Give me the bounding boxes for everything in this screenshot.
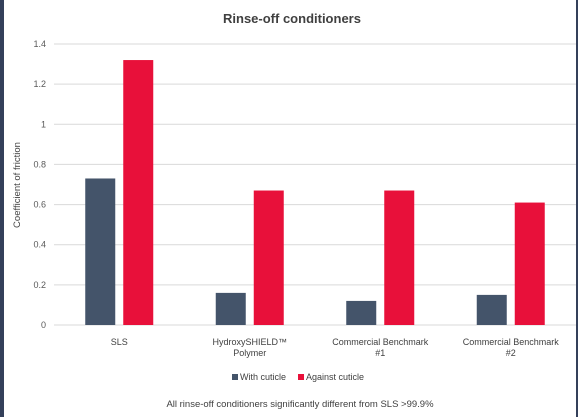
legend-label: With cuticle [240, 372, 286, 382]
y-axis-ticks: 0 0.2 0.4 0.6 0.8 1 1.2 1.4 [33, 39, 46, 330]
category-label: #1 [375, 348, 385, 358]
bar-with-cuticle [215, 292, 246, 325]
y-tick-label: 1.4 [33, 39, 46, 49]
y-tick-label: 0 [41, 320, 46, 330]
bar-with-cuticle [346, 300, 377, 325]
bar-against-cuticle [123, 60, 154, 326]
bar-against-cuticle [384, 190, 415, 325]
legend-label: Against cuticle [306, 372, 364, 382]
legend: With cuticle Against cuticle [232, 372, 364, 382]
category-label: HydroxySHIELD™ [212, 337, 287, 347]
y-tick-label: 0.2 [33, 280, 46, 290]
bar-with-cuticle [476, 294, 507, 325]
bar-against-cuticle [253, 190, 284, 325]
y-tick-label: 1 [41, 119, 46, 129]
chart-title: Rinse-off conditioners [223, 11, 361, 26]
y-tick-label: 0.8 [33, 159, 46, 169]
category-label: SLS [111, 337, 128, 347]
category-label: #2 [506, 348, 516, 358]
y-axis-label: Coefficient of friction [12, 142, 23, 228]
footnote: All rinse-off conditioners significantly… [166, 399, 434, 410]
chart-frame: Rinse-off conditioners 0 0.2 0.4 0.6 0.8 1 1.2… [4, 0, 576, 417]
bar-with-cuticle [85, 178, 116, 325]
y-tick-label: 0.6 [33, 200, 46, 210]
bar-chart: Rinse-off conditioners 0 0.2 0.4 0.6 0.8 1 1.2… [12, 11, 576, 410]
y-tick-label: 1.2 [33, 79, 46, 89]
bars [85, 60, 545, 326]
legend-swatch [298, 374, 305, 380]
bar-against-cuticle [514, 202, 545, 325]
y-tick-label: 0.4 [33, 240, 46, 250]
category-label: Commercial Benchmark [463, 337, 560, 347]
category-label: Commercial Benchmark [332, 337, 429, 347]
legend-swatch [232, 374, 238, 380]
category-label: Polymer [233, 348, 266, 358]
